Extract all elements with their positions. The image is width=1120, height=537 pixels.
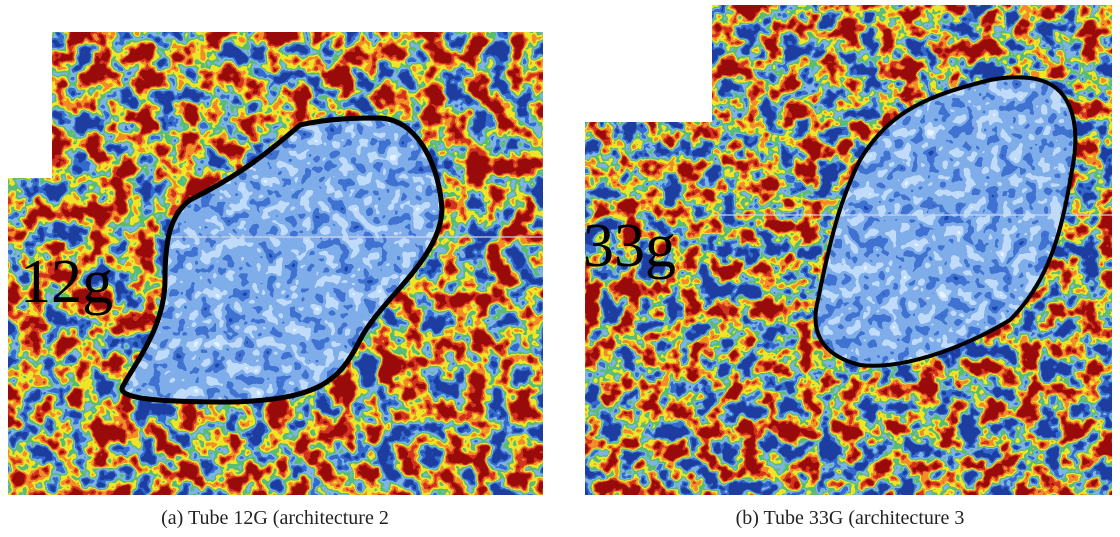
panel-label: 33g [583,212,676,280]
region-outline [813,75,1078,368]
caption: (a) Tube 12G (architecture 2 [161,507,389,529]
caption: (b) Tube 33G (architecture 3 [736,507,965,529]
region-outline [119,115,445,405]
panel-a: 12g (a) Tube 12G (architecture 2 [8,32,543,529]
panel-label: 12g [20,248,113,316]
panel-b: 33g (b) Tube 33G (architecture 3 [583,5,1112,529]
